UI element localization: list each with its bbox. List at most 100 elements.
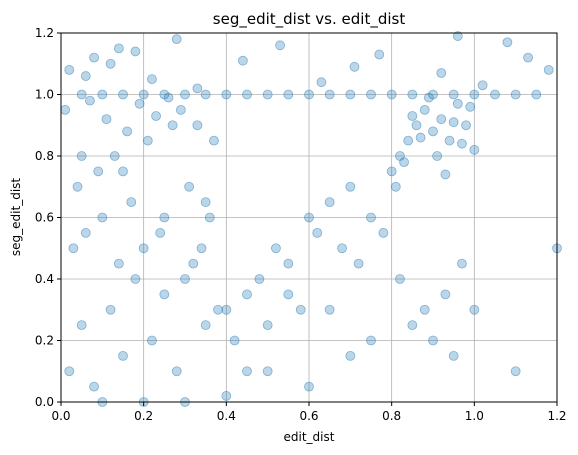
scatter-point bbox=[324, 89, 335, 100]
x-tick-label: 1.2 bbox=[547, 409, 566, 423]
scatter-point bbox=[477, 80, 488, 91]
scatter-point bbox=[337, 243, 347, 254]
scatter-point bbox=[440, 169, 451, 180]
scatter-point bbox=[428, 335, 438, 346]
y-axis-label: seg_edit_dist bbox=[9, 178, 23, 256]
scatter-point bbox=[76, 151, 87, 161]
scatter-point bbox=[200, 197, 211, 208]
scatter-point bbox=[523, 52, 533, 63]
x-tick-label: 0.2 bbox=[134, 409, 153, 423]
x-tick-label: 0.6 bbox=[299, 409, 318, 423]
scatter-point bbox=[209, 135, 219, 146]
x-tick-label: 0.0 bbox=[51, 409, 70, 423]
scatter-point bbox=[399, 157, 409, 168]
scatter-point bbox=[159, 212, 170, 223]
scatter-point bbox=[204, 212, 215, 223]
scatter-point bbox=[159, 289, 170, 300]
scatter-point bbox=[275, 40, 285, 51]
scatter-point bbox=[324, 197, 335, 208]
scatter-point bbox=[89, 381, 99, 392]
x-tick-label: 1.0 bbox=[465, 409, 484, 423]
scatter-point bbox=[109, 151, 120, 161]
scatter-point bbox=[147, 74, 157, 85]
scatter-point bbox=[502, 37, 513, 48]
scatter-point bbox=[510, 366, 521, 377]
scatter-point bbox=[76, 89, 87, 100]
scatter-point bbox=[316, 77, 327, 88]
scatter-point bbox=[60, 104, 71, 115]
scatter-point bbox=[419, 304, 430, 315]
y-tick-label: 1.2 bbox=[35, 26, 54, 40]
scatter-point bbox=[142, 135, 153, 146]
scatter-point bbox=[345, 89, 356, 100]
scatter-point bbox=[118, 350, 128, 361]
scatter-point bbox=[138, 89, 149, 100]
scatter-point bbox=[147, 335, 157, 346]
scatter-point bbox=[159, 89, 170, 100]
scatter-point bbox=[457, 138, 467, 149]
scatter-point bbox=[237, 55, 248, 66]
scatter-point bbox=[366, 335, 376, 346]
scatter-point bbox=[93, 166, 104, 177]
scatter-point bbox=[448, 117, 459, 128]
scatter-point bbox=[180, 274, 190, 284]
scatter-point bbox=[283, 258, 294, 269]
scatter-point bbox=[113, 43, 124, 54]
scatter-point bbox=[283, 89, 294, 100]
y-axis-ticks: 0.0 0.2 0.4 0.6 0.8 1.0 1.2 bbox=[35, 26, 61, 409]
scatter-point bbox=[188, 258, 199, 269]
x-tick-label: 0.4 bbox=[217, 409, 236, 423]
scatter-point bbox=[97, 89, 108, 100]
scatter-point bbox=[126, 197, 137, 208]
scatter-point bbox=[271, 243, 281, 254]
x-tick-label: 0.8 bbox=[382, 409, 401, 423]
scatter-point bbox=[213, 304, 223, 315]
scatter-point bbox=[80, 71, 91, 81]
chart-title: seg_edit_dist vs. edit_dist bbox=[213, 10, 406, 29]
scatter-point bbox=[295, 304, 306, 315]
y-tick-label: 0.6 bbox=[35, 211, 54, 225]
scatter-point bbox=[122, 126, 133, 137]
scatter-point bbox=[407, 320, 418, 331]
scatter-point bbox=[130, 46, 141, 57]
scatter-point bbox=[345, 181, 356, 192]
scatter-point bbox=[221, 390, 232, 401]
scatter-point bbox=[155, 227, 166, 238]
scatter-point bbox=[221, 89, 232, 100]
scatter-point bbox=[415, 132, 426, 143]
scatter-point bbox=[407, 89, 418, 100]
scatter-point bbox=[419, 104, 430, 115]
y-tick-label: 0.0 bbox=[35, 395, 54, 409]
scatter-point bbox=[407, 111, 418, 121]
scatter-point bbox=[531, 89, 542, 100]
scatter-point bbox=[452, 98, 463, 109]
scatter-point bbox=[105, 58, 116, 69]
scatter-point bbox=[101, 114, 112, 124]
scatter-point bbox=[254, 274, 265, 284]
y-tick-label: 0.4 bbox=[35, 272, 54, 286]
scatter-point bbox=[395, 274, 405, 284]
scatter-point bbox=[304, 381, 314, 392]
scatter-point bbox=[64, 366, 75, 377]
y-tick-label: 0.2 bbox=[35, 334, 54, 348]
scatter-point bbox=[192, 83, 203, 94]
scatter-point bbox=[262, 89, 273, 100]
x-axis-ticks: 0.0 0.2 0.4 0.6 0.8 1.0 1.2 bbox=[51, 402, 567, 423]
scatter-point bbox=[304, 212, 314, 223]
scatter-point bbox=[510, 89, 521, 100]
scatter-point bbox=[171, 34, 182, 45]
scatter-point bbox=[411, 120, 422, 131]
scatter-point bbox=[175, 104, 186, 115]
scatter-point bbox=[89, 52, 99, 63]
scatter-point bbox=[229, 335, 240, 346]
scatter-point bbox=[283, 289, 294, 300]
scatter-point bbox=[200, 320, 211, 331]
scatter-point bbox=[184, 181, 195, 192]
scatter-point bbox=[428, 126, 438, 137]
scatter-point bbox=[349, 61, 360, 72]
scatter-point bbox=[436, 68, 447, 78]
scatter-point bbox=[304, 89, 314, 100]
scatter-point bbox=[242, 366, 252, 377]
scatter-point bbox=[403, 135, 414, 146]
